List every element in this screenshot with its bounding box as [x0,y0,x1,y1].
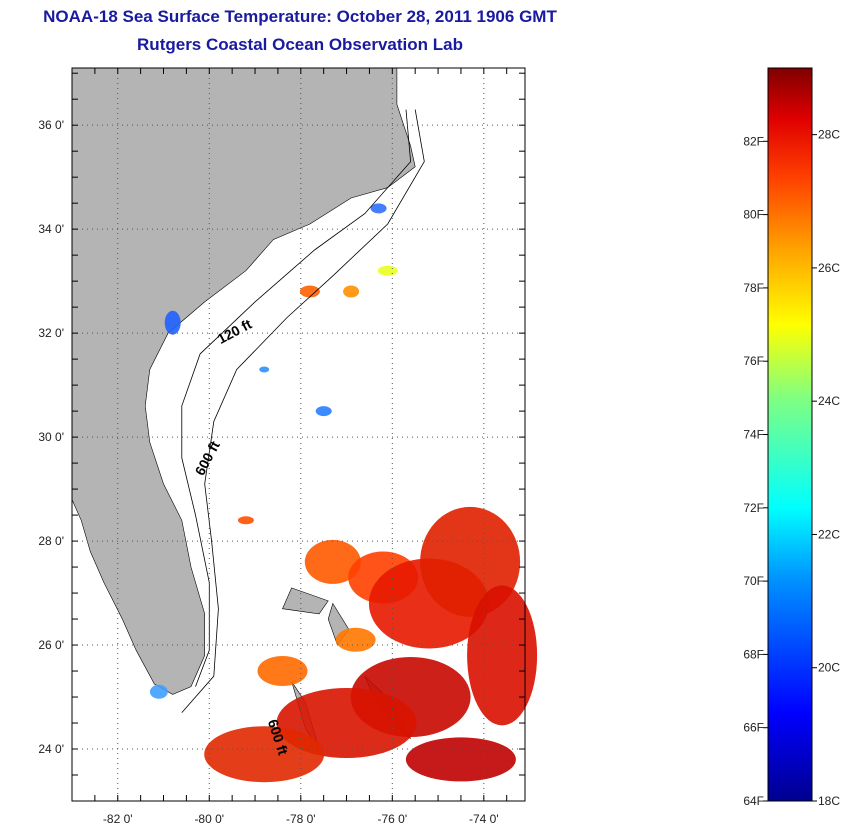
fahrenheit-label: 76F [743,354,764,368]
map-frame [71,67,526,802]
lat-tick-label: 28 0' [38,534,64,548]
lon-tick-label: -76 0' [377,812,407,826]
sst-patch [149,684,168,699]
colorbar-bar [767,67,813,802]
celsius-label: 18C [818,794,840,808]
sst-patch [315,406,332,417]
sst-patch [405,737,516,782]
sst-patch [370,203,387,214]
sst-patch [304,539,361,584]
fahrenheit-label: 66F [743,721,764,735]
fahrenheit-label: 78F [743,281,764,295]
temperature-colorbar: 82F 80F 78F 76F 74F 72F 70F 68F 66F 64F 28C 26C 24C 2… [720,60,849,832]
sst-map: 36 0' 34 0' 32 0' 30 0' 28 0' 26 0' 24 0' -82 0… [0,60,560,832]
land-mass [71,67,416,695]
sst-patch [257,656,308,686]
lat-tick-label: 32 0' [38,326,64,340]
sst-patch [299,285,320,298]
map-subtitle: Rutgers Coastal Ocean Observation Lab [137,35,463,54]
sst-patch [259,366,270,373]
sst-patch [467,585,538,726]
sst-patch [237,516,254,525]
sst-patch [335,627,376,652]
fahrenheit-label: 64F [743,794,764,808]
sst-patch [377,265,398,276]
lat-tick-label: 30 0' [38,430,64,444]
celsius-label: 24C [818,394,840,408]
lat-tick-label: 36 0' [38,118,64,132]
lat-tick-label: 26 0' [38,638,64,652]
contour-600ft [181,109,425,713]
celsius-label: 22C [818,527,840,541]
fahrenheit-label: 72F [743,501,764,515]
lon-tick-label: -80 0' [194,812,224,826]
lat-tick-label: 24 0' [38,742,64,756]
celsius-label: 28C [818,128,840,142]
lon-tick-label: -78 0' [286,812,316,826]
sst-map-canvas: 36 0' 34 0' 32 0' 30 0' 28 0' 26 0' 24 0' -82 0… [38,67,538,826]
fahrenheit-label: 70F [743,574,764,588]
map-title: NOAA-18 Sea Surface Temperature: October… [43,7,557,26]
sst-patch [204,726,325,783]
fahrenheit-label: 74F [743,428,764,442]
lat-tick-label: 34 0' [38,222,64,236]
lon-tick-label: -74 0' [469,812,499,826]
sst-patch [343,285,360,298]
sst-patch [164,310,181,335]
colorbar-canvas: 82F 80F 78F 76F 74F 72F 70F 68F 66F 64F 28C 26C 24C 2… [743,67,840,808]
celsius-label: 26C [818,261,840,275]
fahrenheit-label: 80F [743,208,764,222]
celsius-label: 20C [818,661,840,675]
fahrenheit-label: 82F [743,134,764,148]
fahrenheit-label: 68F [743,647,764,661]
bahamas-island [282,587,329,615]
lon-tick-label: -82 0' [103,812,133,826]
